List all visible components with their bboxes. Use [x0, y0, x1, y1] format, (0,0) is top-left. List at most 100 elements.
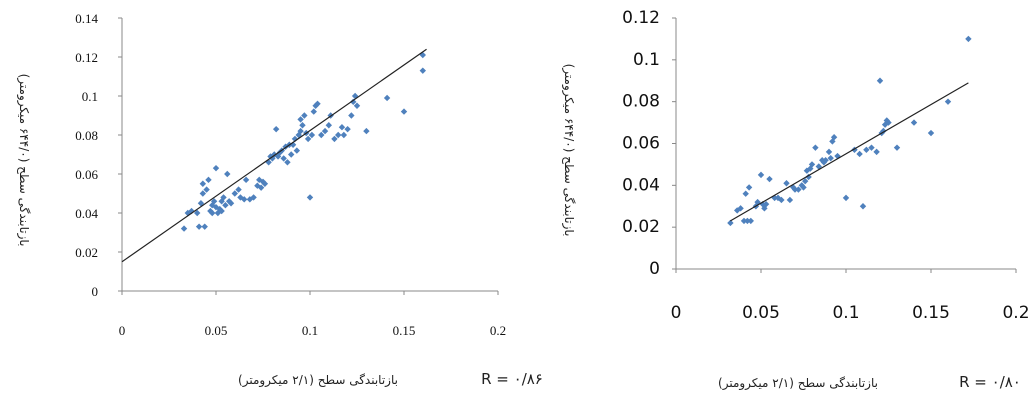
data-point	[815, 163, 822, 170]
data-point	[944, 98, 952, 105]
data-point	[876, 77, 884, 84]
x-tick-label: 0.15	[912, 303, 950, 323]
data-point	[778, 196, 785, 204]
data-point	[314, 100, 321, 107]
x-tick-label: 0.1	[302, 323, 318, 338]
data-point	[224, 170, 231, 178]
data-point	[304, 135, 312, 143]
x-tick-label: 0.1	[832, 303, 859, 323]
data-point	[222, 202, 229, 209]
data-point	[203, 186, 210, 193]
y-tick-label: 0.04	[622, 175, 660, 195]
data-point	[218, 207, 225, 215]
x-tick-label: 0.05	[205, 323, 228, 338]
data-point	[790, 184, 797, 191]
data-point	[798, 182, 805, 189]
data-point	[859, 203, 867, 210]
y-tick-label: 0	[649, 259, 660, 279]
data-point	[231, 190, 238, 197]
data-point	[856, 150, 863, 158]
data-point	[195, 223, 203, 230]
data-point	[344, 125, 351, 133]
data-point	[881, 121, 889, 128]
data-point	[747, 217, 754, 225]
data-point	[237, 194, 244, 201]
data-point	[299, 122, 306, 129]
y-tick-label: 0.06	[75, 167, 98, 182]
trend-line	[730, 82, 969, 222]
data-point	[791, 186, 799, 193]
y-tick-label: 0.08	[75, 128, 98, 143]
right-r-value: R = ۰/۸۰	[959, 373, 1021, 391]
y-tick-label: 0.1	[82, 89, 98, 104]
data-point	[363, 127, 370, 135]
data-point	[297, 116, 304, 123]
data-point	[318, 131, 325, 139]
data-point	[965, 35, 972, 43]
data-point	[199, 180, 207, 187]
data-point	[306, 194, 314, 201]
data-point	[880, 127, 887, 135]
data-point	[284, 159, 291, 166]
data-point	[325, 122, 332, 129]
left-y-axis-label: بازتابندگی سطح (۶۴۴/۰ میکرومتر)	[16, 74, 31, 247]
data-point	[212, 164, 220, 172]
x-tick-label: 0.15	[393, 323, 416, 338]
x-tick-label: 0.2	[490, 323, 506, 338]
data-point	[819, 157, 826, 164]
data-point	[802, 177, 809, 185]
right-scatter-chart: 0 0.02 0.04 0.06 0.08 0.1 0.12 0 0.05 0.1 0.15 0.2	[622, 8, 1029, 323]
data-point	[308, 131, 316, 139]
data-point	[210, 198, 218, 205]
data-point	[822, 157, 829, 164]
data-point	[910, 119, 918, 126]
data-point	[800, 184, 807, 191]
data-point	[280, 155, 287, 162]
data-point	[350, 98, 357, 106]
right-y-axis-label: بازتابندگی سطح (۶۴۴/۰ میکرومتر)	[561, 64, 576, 237]
data-point	[727, 219, 734, 227]
y-tick-label: 0.1	[633, 50, 660, 70]
data-point	[873, 148, 880, 156]
data-point	[740, 217, 748, 225]
y-tick-label: 0.02	[75, 245, 98, 260]
data-point	[808, 161, 816, 168]
data-point	[199, 190, 207, 197]
data-point	[812, 144, 819, 151]
data-point	[771, 194, 778, 202]
data-point	[201, 223, 208, 230]
data-point	[246, 196, 254, 203]
data-point	[297, 127, 304, 135]
data-point	[759, 200, 766, 208]
left-scatter-chart: 0 0.02 0.04 0.06 0.08 0.1 0.12 0.14 0 0.05 0.1 0.15…	[75, 11, 506, 338]
data-point	[754, 198, 761, 206]
data-point	[883, 117, 890, 124]
data-point	[288, 151, 295, 158]
data-point	[271, 151, 278, 158]
y-tick-label: 0.14	[75, 11, 98, 26]
data-point	[863, 146, 870, 153]
data-point	[744, 217, 751, 225]
data-point	[293, 147, 301, 154]
data-point	[340, 131, 348, 139]
data-point	[180, 225, 188, 232]
data-point	[331, 135, 338, 143]
data-point	[742, 190, 749, 197]
data-point	[261, 180, 269, 187]
data-point	[885, 119, 892, 126]
left-x-axis-label: بازتابندگی سطح (۲/۱ میکرومتر)	[238, 373, 398, 388]
data-point	[227, 200, 235, 207]
data-point	[737, 205, 744, 212]
y-tick-label: 0.04	[75, 206, 98, 221]
data-point	[383, 94, 391, 102]
data-point	[825, 148, 833, 156]
x-tick-label: 0.2	[1002, 303, 1029, 323]
data-point	[353, 102, 361, 109]
data-point	[830, 134, 838, 141]
data-point	[242, 176, 250, 184]
data-point	[205, 176, 212, 184]
data-point	[766, 175, 773, 183]
data-point	[338, 124, 346, 131]
data-point	[400, 108, 408, 115]
